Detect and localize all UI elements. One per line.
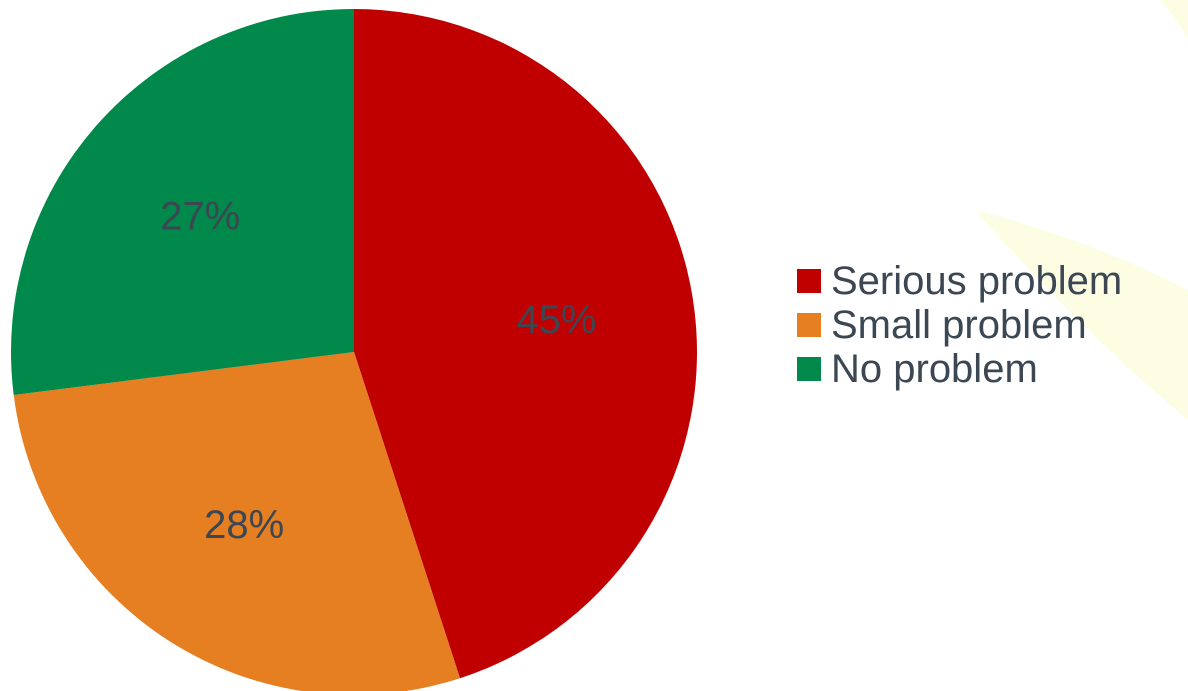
legend-item-serious: Serious problem xyxy=(797,259,1122,303)
decoration-leaf-top xyxy=(1160,0,1188,40)
pie-slice-none xyxy=(10,9,354,395)
pie-slices xyxy=(10,9,698,691)
data-label-serious: 45% xyxy=(516,298,596,342)
background-decoration xyxy=(975,0,1188,420)
legend-item-small: Small problem xyxy=(797,303,1122,347)
legend-label: Small problem xyxy=(831,302,1087,347)
data-label-none: 27% xyxy=(160,194,240,238)
legend-label: Serious problem xyxy=(831,258,1123,303)
legend-swatch xyxy=(797,313,821,337)
decoration-leaf-right xyxy=(975,210,1188,420)
pie-slice-small xyxy=(13,352,460,691)
legend-label: No problem xyxy=(831,346,1038,391)
legend-swatch xyxy=(797,269,821,293)
legend-swatch xyxy=(797,357,821,381)
pie-data-labels: 45% 28% 27% xyxy=(160,194,596,547)
pie-slice-serious xyxy=(354,9,698,679)
chart-legend: Serious problem Small problem No problem xyxy=(797,259,1122,391)
legend-item-none: No problem xyxy=(797,347,1122,391)
data-label-small: 28% xyxy=(204,503,284,547)
